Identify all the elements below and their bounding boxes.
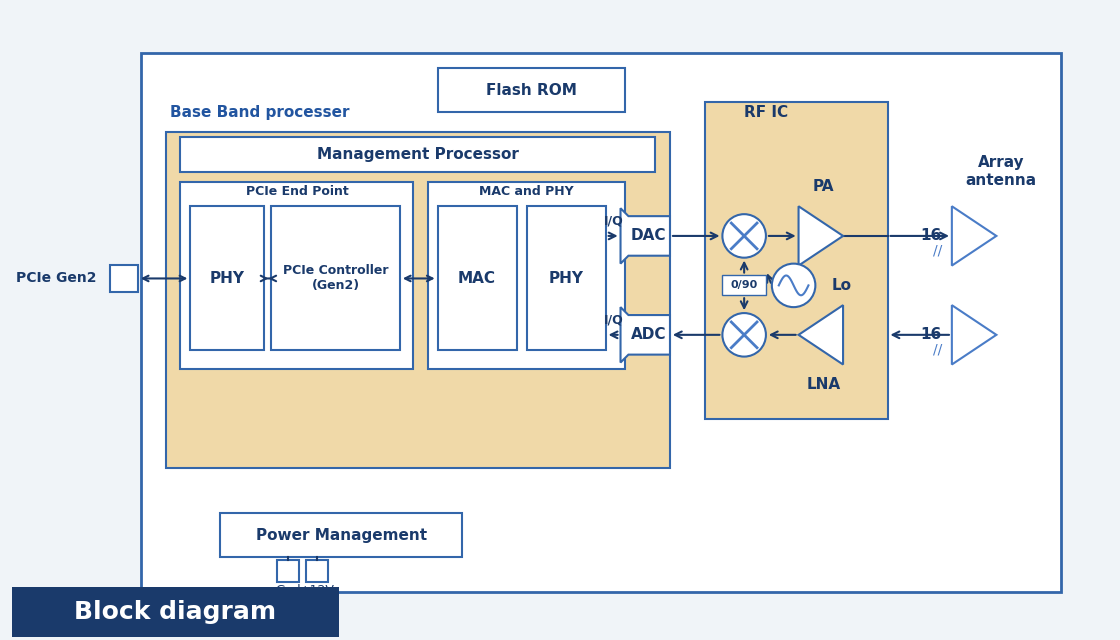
Text: PCIe Gen2: PCIe Gen2 — [16, 271, 96, 285]
Text: 0/90: 0/90 — [730, 280, 758, 291]
Text: I/Q: I/Q — [604, 314, 624, 326]
Bar — [141, 53, 1061, 592]
Bar — [180, 137, 655, 172]
Text: Gnd: Gnd — [276, 584, 301, 596]
Text: Lo: Lo — [831, 278, 851, 293]
Bar — [438, 68, 625, 112]
Text: Block diagram: Block diagram — [74, 600, 277, 624]
Circle shape — [772, 264, 815, 307]
Text: I/Q: I/Q — [604, 214, 624, 228]
Bar — [278, 561, 299, 582]
Text: //: // — [933, 342, 942, 356]
Text: Base Band processer: Base Band processer — [170, 105, 349, 120]
Bar — [190, 206, 264, 349]
Circle shape — [722, 313, 766, 356]
Text: //: // — [933, 244, 942, 258]
Polygon shape — [952, 305, 997, 365]
Bar — [220, 513, 463, 557]
Text: Management Processor: Management Processor — [317, 147, 519, 163]
Text: Power Management: Power Management — [256, 528, 427, 543]
Bar — [271, 206, 400, 349]
Bar — [180, 182, 413, 369]
Bar — [704, 102, 887, 419]
Bar — [166, 132, 670, 468]
Bar — [110, 264, 138, 292]
Polygon shape — [620, 307, 670, 362]
Text: PHY: PHY — [209, 271, 244, 286]
Text: +12V: +12V — [299, 584, 334, 596]
Text: 16: 16 — [921, 327, 942, 342]
Bar — [438, 206, 516, 349]
Text: MAC: MAC — [458, 271, 496, 286]
Text: DAC: DAC — [631, 228, 666, 243]
Bar — [306, 561, 328, 582]
Text: Flash ROM: Flash ROM — [486, 83, 577, 98]
Text: PHY: PHY — [549, 271, 584, 286]
Polygon shape — [799, 305, 843, 365]
Bar — [722, 275, 766, 295]
Text: PCIe Controller
(Gen2): PCIe Controller (Gen2) — [283, 264, 389, 292]
Text: Array
antenna: Array antenna — [965, 156, 1037, 188]
Text: PA: PA — [812, 179, 834, 194]
Text: MAC and PHY: MAC and PHY — [479, 185, 573, 198]
Text: LNA: LNA — [806, 377, 840, 392]
Bar — [526, 206, 606, 349]
Text: RF IC: RF IC — [744, 105, 788, 120]
Polygon shape — [952, 206, 997, 266]
Polygon shape — [799, 206, 843, 266]
Bar — [428, 182, 625, 369]
Text: 16: 16 — [921, 228, 942, 243]
Text: ADC: ADC — [631, 327, 666, 342]
Polygon shape — [620, 208, 670, 264]
Bar — [12, 587, 338, 637]
Circle shape — [722, 214, 766, 258]
Text: PCIe End Point: PCIe End Point — [245, 185, 348, 198]
